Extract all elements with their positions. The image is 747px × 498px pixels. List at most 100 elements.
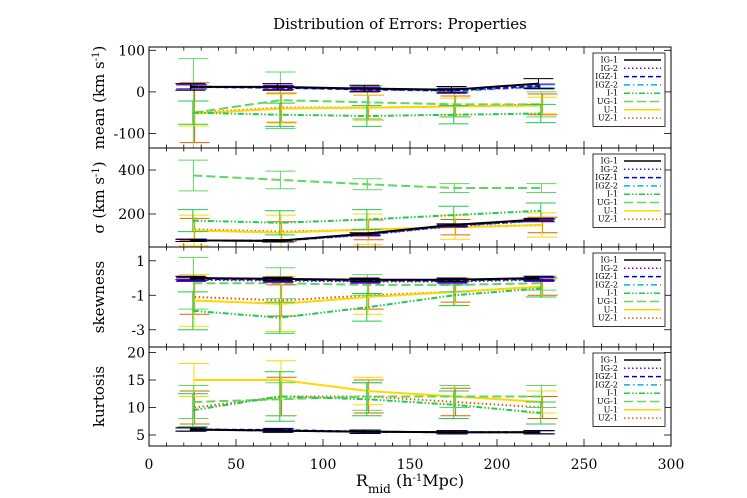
legend-label: I-1 [607, 289, 618, 298]
y-axis-label-sup: -1 [91, 52, 102, 62]
x-tick-label: 100 [310, 457, 337, 473]
series-IG-1 [175, 78, 554, 94]
legend-label: UG-1 [597, 297, 618, 306]
series-line [193, 282, 542, 286]
panel-1: 400 200 σ (km s-1) IG-1IG-2IGZ-1IGZ-2I-1UG-… [90, 147, 672, 248]
series-IG-1 [175, 217, 554, 243]
y-tick-label: 1 [136, 254, 145, 270]
panel-data [175, 256, 558, 334]
series-line [193, 285, 543, 305]
legend-label: IGZ-2 [595, 380, 618, 389]
legend-label: IGZ-1 [595, 272, 618, 281]
legend-label: IG-2 [601, 165, 619, 174]
legend-label: UZ-1 [598, 114, 618, 123]
y-axis-label-end: ) [90, 46, 108, 52]
y-axis-label: mean (km s-1) [90, 46, 108, 150]
legend-label: IGZ-2 [595, 280, 618, 289]
x-axis-label-sup: -1 [413, 473, 423, 484]
legend-label: IGZ-2 [595, 181, 618, 190]
legend-label: IGZ-1 [595, 72, 618, 81]
series-line [192, 111, 541, 117]
legend-label: I-1 [607, 389, 618, 398]
legend-label: IG-1 [601, 356, 619, 365]
x-axis-label-main: R [356, 471, 369, 490]
x-tick-label: 200 [484, 457, 511, 473]
legend-label: I-1 [607, 89, 618, 98]
y-axis-label: σ (km s-1) [90, 161, 108, 233]
legend-label: IGZ-1 [595, 173, 618, 182]
series-IG-1 [175, 427, 554, 435]
legend-box [592, 352, 666, 427]
legend-label: U-1 [604, 405, 618, 414]
legend-label: IG-2 [601, 364, 619, 373]
legend-box [592, 252, 666, 327]
legend-label: U-1 [604, 206, 618, 215]
legend-label: UG-1 [597, 97, 618, 106]
y-tick-label: 0 [136, 85, 145, 101]
series-UG-1 [178, 159, 557, 193]
y-tick-label: 5 [136, 428, 145, 444]
series-U-1 [179, 360, 557, 414]
chart-title: Distribution of Errors: Properties [273, 15, 527, 33]
series-UG-1 [178, 382, 557, 419]
series-line [193, 174, 542, 190]
series-I-1 [177, 100, 556, 127]
series-IG-1 [175, 275, 554, 282]
y-tick-label: 20 [127, 346, 145, 362]
y-tick-label: -100 [114, 126, 145, 142]
y-tick-label: 15 [127, 373, 145, 389]
legend-label: IGZ-2 [595, 80, 618, 89]
y-axis-label-main: mean (km s [90, 61, 108, 149]
x-tick-label: 250 [571, 457, 598, 473]
panel-data [175, 360, 558, 435]
y-axis-label-sup: -1 [91, 167, 102, 177]
series-line [192, 209, 541, 224]
y-tick-label: 200 [118, 207, 145, 223]
x-tick-label: 300 [658, 457, 685, 473]
x-tick-label: 0 [145, 457, 154, 473]
series-line [193, 395, 542, 403]
y-axis-label: kurtosis [90, 366, 108, 427]
legend-label: IG-2 [601, 264, 619, 273]
y-tick-label: 10 [127, 401, 145, 417]
y-axis-label-end: ) [90, 161, 108, 167]
legend-label: IG-2 [601, 64, 619, 73]
legend-label: I-1 [607, 190, 618, 199]
series-I-1 [177, 371, 556, 428]
series-line [190, 82, 539, 91]
series-line [194, 379, 543, 403]
y-axis-label: skewness [90, 261, 108, 333]
legend-label: IG-1 [601, 56, 619, 65]
legend-label: UG-1 [597, 397, 618, 406]
y-axis-label-main: σ (km s [90, 177, 108, 234]
x-tick-label: 50 [227, 457, 245, 473]
legend-box [592, 52, 666, 127]
legend-label: UG-1 [597, 198, 618, 207]
series-line [193, 99, 542, 114]
y-tick-label: 400 [118, 163, 145, 179]
legend-label: UZ-1 [598, 414, 618, 423]
series-line [193, 104, 543, 115]
legend-label: U-1 [604, 305, 618, 314]
panel-3: 20 15 10 5 kurtosis IG-1IG-2IGZ-1IGZ-2I-1UG-1… [90, 346, 672, 447]
x-tick-label: 150 [397, 457, 424, 473]
legend-label: U-1 [604, 105, 618, 114]
legend-label: IG-1 [601, 157, 619, 166]
series-line [190, 428, 539, 434]
x-axis-label: Rmid (h-1Mpc) [356, 471, 464, 496]
x-axis: 0 50 100 150 200 250 300 [145, 457, 685, 473]
y-tick-label: 100 [118, 43, 145, 59]
y-tick-label: -3 [131, 323, 145, 339]
series-line [190, 218, 539, 242]
x-axis-label-end: Mpc) [422, 471, 464, 490]
panel-data [175, 58, 558, 148]
legend-label: IG-1 [601, 256, 619, 265]
legend-label: IGZ-1 [595, 372, 618, 381]
legend-label: UZ-1 [598, 215, 618, 224]
